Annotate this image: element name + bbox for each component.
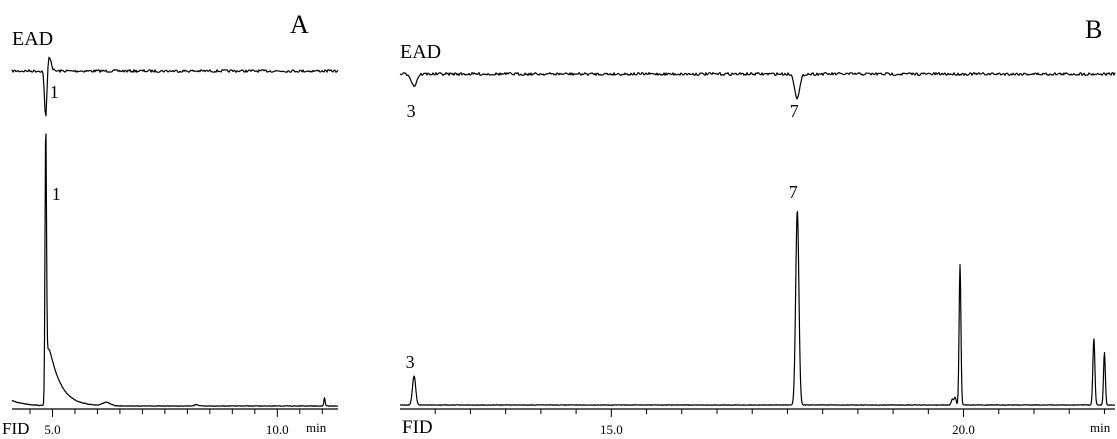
panel-b-peak-label-ead: 7 xyxy=(790,101,799,121)
panel-b-peak-label-fid: 7 xyxy=(789,182,798,202)
panel-b-fid-label: FID xyxy=(402,417,433,438)
panel-a: A EAD 5.0 10.0 11 FID min xyxy=(2,10,339,438)
panel-a-fid-label: FID xyxy=(2,419,29,438)
panel-b-ticks: 15.0 20.0 xyxy=(434,409,1105,437)
panel-b-x-unit: min xyxy=(1090,420,1111,435)
panel-a-ead-trace xyxy=(11,56,339,117)
panel-a-ticks: 5.0 10.0 xyxy=(29,409,323,437)
panel-b: B EAD 15.0 20.0 3 7 3 7 FID min xyxy=(399,15,1116,438)
panel-a-tick-label: 5.0 xyxy=(44,422,60,437)
panel-b-tick-label: 20.0 xyxy=(952,422,975,437)
panel-a-letter: A xyxy=(290,10,309,39)
panel-b-tick-label: 15.0 xyxy=(600,422,623,437)
panel-b-letter: B xyxy=(1085,15,1102,44)
panel-a-peak-labels: 11 xyxy=(50,82,61,204)
panel-b-ead-label: EAD xyxy=(400,41,441,63)
panel-b-peak-label-fid: 3 xyxy=(406,352,415,372)
panel-b-ead-trace xyxy=(399,72,1116,100)
panel-b-peak-label-ead: 3 xyxy=(407,101,416,121)
panel-a-fid-trace xyxy=(11,133,339,407)
panel-a-peak-label-fid: 1 xyxy=(52,184,61,204)
panel-a-x-unit: min xyxy=(306,420,327,435)
panel-b-peak-labels: 3 7 3 7 xyxy=(406,101,799,372)
panel-a-tick-label: 10.0 xyxy=(266,422,289,437)
panel-a-peak-label-ead: 1 xyxy=(50,82,59,102)
panel-a-ead-label: EAD xyxy=(12,28,53,50)
panel-b-fid-trace xyxy=(399,211,1116,406)
